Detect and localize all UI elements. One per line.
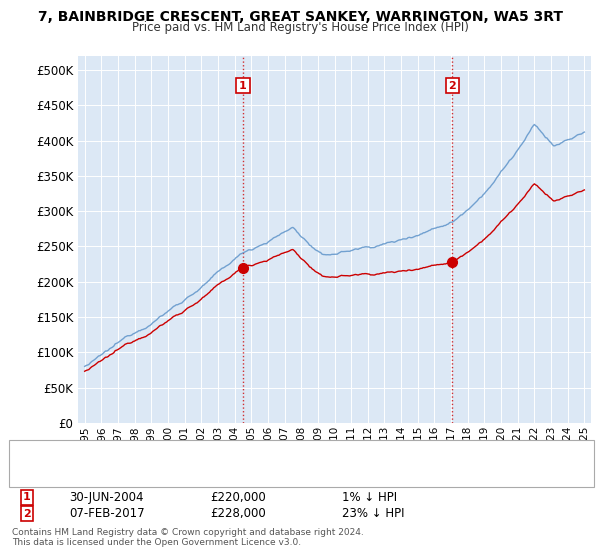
Text: HPI: Average price, detached house, Warrington: HPI: Average price, detached house, Warr…: [69, 464, 332, 474]
Text: 7, BAINBRIDGE CRESCENT, GREAT SANKEY, WARRINGTON, WA5 3RT: 7, BAINBRIDGE CRESCENT, GREAT SANKEY, WA…: [37, 10, 563, 24]
Text: 7, BAINBRIDGE CRESCENT, GREAT SANKEY, WARRINGTON, WA5 3RT (detached house): 7, BAINBRIDGE CRESCENT, GREAT SANKEY, WA…: [69, 447, 541, 458]
Text: 07-FEB-2017: 07-FEB-2017: [69, 507, 145, 520]
Text: Contains HM Land Registry data © Crown copyright and database right 2024.
This d: Contains HM Land Registry data © Crown c…: [12, 528, 364, 547]
Text: Price paid vs. HM Land Registry's House Price Index (HPI): Price paid vs. HM Land Registry's House …: [131, 21, 469, 34]
Text: 1% ↓ HPI: 1% ↓ HPI: [342, 491, 397, 504]
Text: 2: 2: [449, 81, 457, 91]
Text: 1: 1: [23, 492, 31, 502]
Text: £220,000: £220,000: [210, 491, 266, 504]
Text: 2: 2: [23, 508, 31, 519]
Text: 30-JUN-2004: 30-JUN-2004: [69, 491, 143, 504]
Text: £228,000: £228,000: [210, 507, 266, 520]
Text: 23% ↓ HPI: 23% ↓ HPI: [342, 507, 404, 520]
Text: 1: 1: [239, 81, 247, 91]
